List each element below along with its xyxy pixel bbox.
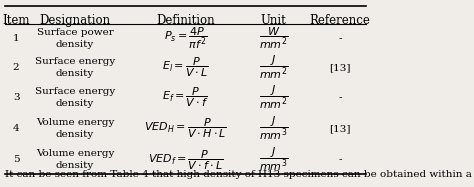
Text: Volume energy
density: Volume energy density <box>36 118 114 139</box>
Text: Surface energy
density: Surface energy density <box>35 87 115 108</box>
Text: $\dfrac{J}{mm^2}$: $\dfrac{J}{mm^2}$ <box>259 84 289 111</box>
Text: Designation: Designation <box>39 14 110 27</box>
Text: 2: 2 <box>13 63 19 72</box>
Text: Volume energy
density: Volume energy density <box>36 149 114 170</box>
Text: -: - <box>338 93 342 102</box>
Text: $VED_H = \dfrac{P}{V \cdot H \cdot L}$: $VED_H = \dfrac{P}{V \cdot H \cdot L}$ <box>144 117 227 140</box>
Text: $\dfrac{W}{mm^2}$: $\dfrac{W}{mm^2}$ <box>259 26 289 51</box>
Text: 3: 3 <box>13 93 19 102</box>
Text: $\dfrac{J}{mm^2}$: $\dfrac{J}{mm^2}$ <box>259 54 289 81</box>
Text: 4: 4 <box>13 124 19 133</box>
Text: [13]: [13] <box>329 124 351 133</box>
Text: $P_s = \dfrac{4P}{\pi f^2}$: $P_s = \dfrac{4P}{\pi f^2}$ <box>164 26 207 51</box>
Text: Item: Item <box>2 14 30 27</box>
Text: $VED_f = \dfrac{P}{V \cdot f \cdot L}$: $VED_f = \dfrac{P}{V \cdot f \cdot L}$ <box>148 148 223 171</box>
Text: $E_l = \dfrac{P}{V \cdot L}$: $E_l = \dfrac{P}{V \cdot L}$ <box>162 56 209 79</box>
Text: It can be seen from Table 4 that high density of H13 specimens can be obtained w: It can be seen from Table 4 that high de… <box>5 170 472 179</box>
Text: Unit: Unit <box>261 14 287 27</box>
Text: $\dfrac{J}{mm^3}$: $\dfrac{J}{mm^3}$ <box>259 146 289 174</box>
Text: [13]: [13] <box>329 63 351 72</box>
Text: $E_f = \dfrac{P}{V \cdot f}$: $E_f = \dfrac{P}{V \cdot f}$ <box>162 85 209 109</box>
Text: Surface energy
density: Surface energy density <box>35 57 115 78</box>
Text: 5: 5 <box>13 155 19 164</box>
Text: Surface power
density: Surface power density <box>36 28 113 49</box>
Text: Definition: Definition <box>156 14 215 27</box>
Text: 1: 1 <box>13 34 19 43</box>
Text: Reference: Reference <box>310 14 370 27</box>
Text: -: - <box>338 34 342 43</box>
Text: -: - <box>338 155 342 164</box>
Text: $\dfrac{J}{mm^3}$: $\dfrac{J}{mm^3}$ <box>259 115 289 142</box>
